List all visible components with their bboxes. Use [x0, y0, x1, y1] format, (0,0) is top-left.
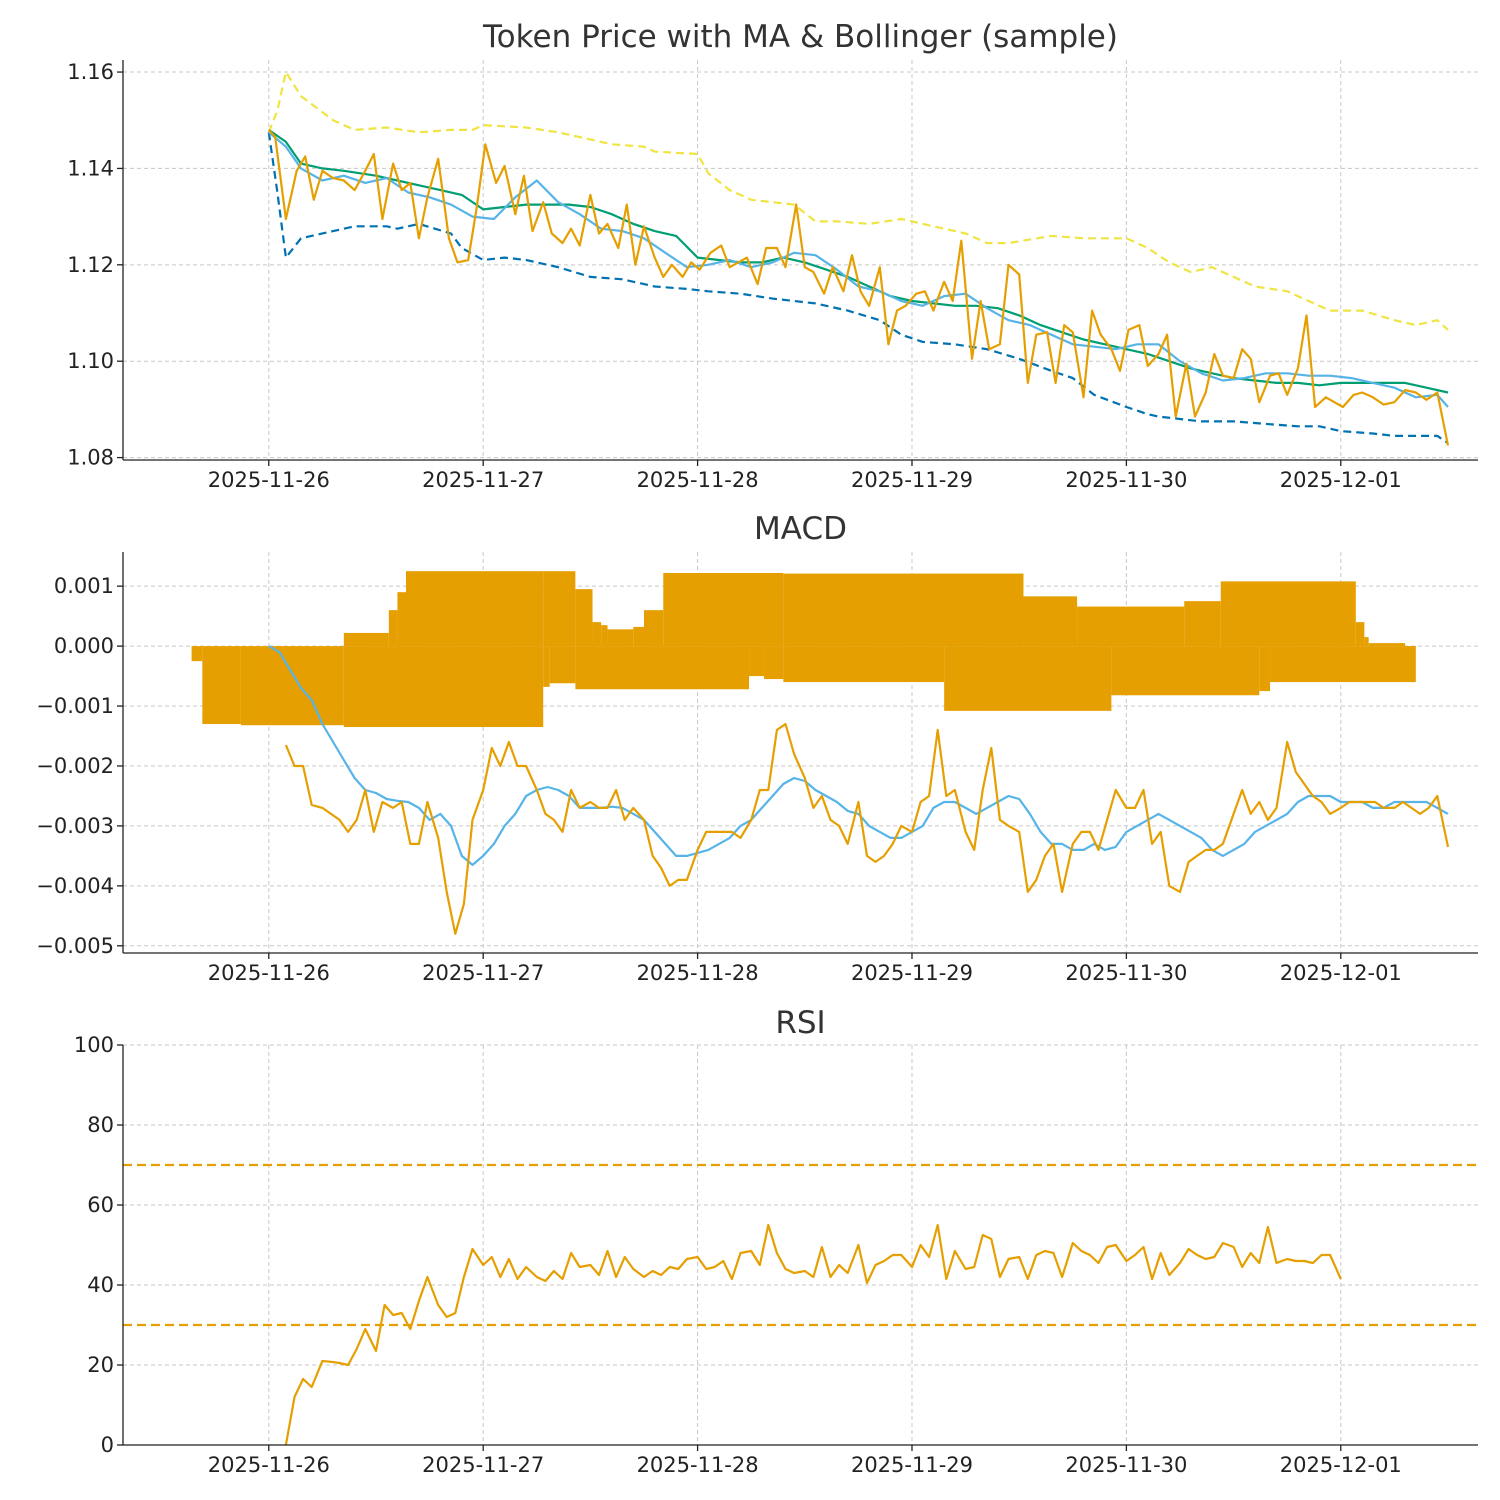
macd-histogram-bar: [202, 646, 241, 725]
macd-histogram-bar: [663, 572, 784, 647]
price-series-ma-short: [268, 131, 1449, 408]
y-tick-label: −0.004: [36, 874, 114, 898]
macd-histogram-bar: [1368, 643, 1406, 647]
rsi-panel: RSI 2025-11-26 2025-11-27 2025-11-28 2025-11…: [74, 1005, 1478, 1477]
y-tick-label: −0.003: [36, 814, 114, 838]
macd-histogram-bar: [944, 646, 1112, 711]
x-tick-label: 2025-12-01: [1280, 1453, 1402, 1477]
rsi-series-rsi: [284, 1223, 1342, 1445]
rsi-title: RSI: [775, 1005, 825, 1041]
y-tick-label: −0.002: [36, 754, 114, 778]
macd-histogram-bar: [549, 646, 576, 684]
macd-histogram-bar: [633, 626, 644, 647]
macd-histogram-bar: [575, 589, 593, 647]
macd-histogram-bar: [397, 592, 407, 647]
macd-histogram-bar: [1184, 601, 1221, 647]
x-tick-label: 2025-11-26: [208, 468, 330, 492]
x-tick-label: 2025-11-27: [422, 1453, 544, 1477]
x-tick-label: 2025-11-30: [1065, 1453, 1187, 1477]
y-tick-label: 0.001: [54, 574, 114, 598]
y-tick-label: −0.001: [36, 694, 114, 718]
y-tick-label: 20: [87, 1353, 114, 1377]
price-plot-area: [267, 70, 1450, 446]
price-series-upper-band: [267, 70, 1449, 331]
price-panel: Token Price with MA & Bollinger (sample)…: [67, 19, 1478, 492]
x-tick-label: 2025-11-27: [422, 468, 544, 492]
y-tick-label: −0.005: [36, 934, 114, 958]
macd-histogram-bar: [643, 610, 664, 647]
macd-panel: MACD 2025-11-26 2025-11-27 2025-11-28 2025-1…: [36, 511, 1478, 985]
y-tick-label: 60: [87, 1193, 114, 1217]
y-tick-label: 1.14: [67, 156, 114, 180]
macd-histogram-bar: [1023, 596, 1078, 647]
macd-title: MACD: [754, 511, 847, 547]
x-tick-label: 2025-11-28: [637, 1453, 759, 1477]
macd-histogram-bar: [1220, 581, 1356, 647]
rsi-gridlines: [123, 1044, 1478, 1446]
macd-histogram-bar: [783, 573, 1024, 647]
x-tick-label: 2025-11-30: [1065, 961, 1187, 985]
y-tick-label: 0: [101, 1433, 114, 1457]
macd-histogram-bar: [191, 646, 203, 662]
y-tick-label: 1.12: [67, 253, 114, 277]
x-tick-label: 2025-12-01: [1280, 961, 1402, 985]
x-tick-label: 2025-11-28: [637, 468, 759, 492]
macd-histogram-bar: [543, 646, 550, 687]
y-tick-label: 100: [74, 1033, 114, 1057]
macd-histogram-bar: [240, 646, 344, 726]
x-tick-label: 2025-11-29: [851, 468, 973, 492]
x-tick-label: 2025-11-30: [1065, 468, 1187, 492]
y-tick-label: 1.10: [67, 349, 114, 373]
price-series-price: [267, 129, 1450, 446]
x-tick-label: 2025-11-29: [851, 961, 973, 985]
y-tick-label: 40: [87, 1273, 114, 1297]
price-series-lower-band: [267, 132, 1449, 445]
price-title: Token Price with MA & Bollinger (sample): [482, 19, 1118, 55]
x-tick-label: 2025-12-01: [1280, 468, 1402, 492]
y-tick-label: 1.16: [67, 60, 114, 84]
macd-histogram-bar: [1355, 622, 1365, 647]
macd-histogram-bar: [406, 571, 544, 647]
macd-histogram-bar: [1259, 646, 1271, 692]
macd-histogram-bar: [575, 646, 750, 690]
x-tick-label: 2025-11-29: [851, 1453, 973, 1477]
macd-histogram-bar: [783, 646, 945, 683]
macd-histogram-bar: [749, 646, 765, 677]
macd-histogram-bar: [1111, 646, 1260, 696]
macd-plot-area: [191, 571, 1450, 935]
macd-histogram-bar: [1077, 606, 1185, 647]
macd-histogram-bar: [601, 625, 608, 647]
macd-histogram-bar: [543, 571, 576, 647]
x-tick-label: 2025-11-26: [208, 1453, 330, 1477]
macd-histogram-bar: [1364, 637, 1369, 647]
price-gridlines: [123, 60, 1478, 460]
macd-histogram-bar: [764, 646, 784, 680]
macd-histogram-bar: [388, 610, 398, 647]
macd-histogram-bar: [343, 646, 544, 728]
x-tick-label: 2025-11-28: [637, 961, 759, 985]
macd-series-signal: [268, 645, 1449, 866]
rsi-plot-area: [123, 1163, 1478, 1445]
price-series-ma-long: [268, 128, 1449, 394]
macd-histogram-bar: [343, 632, 389, 647]
macd-histogram-bar: [1270, 646, 1416, 683]
macd-histogram-bar: [607, 629, 634, 647]
x-tick-label: 2025-11-27: [422, 961, 544, 985]
y-tick-label: 1.08: [67, 446, 114, 470]
macd-series-macd: [284, 722, 1450, 935]
y-tick-label: 80: [87, 1113, 114, 1137]
macd-histogram-bar: [592, 622, 602, 647]
x-tick-label: 2025-11-26: [208, 961, 330, 985]
y-tick-label: 0.000: [54, 634, 114, 658]
